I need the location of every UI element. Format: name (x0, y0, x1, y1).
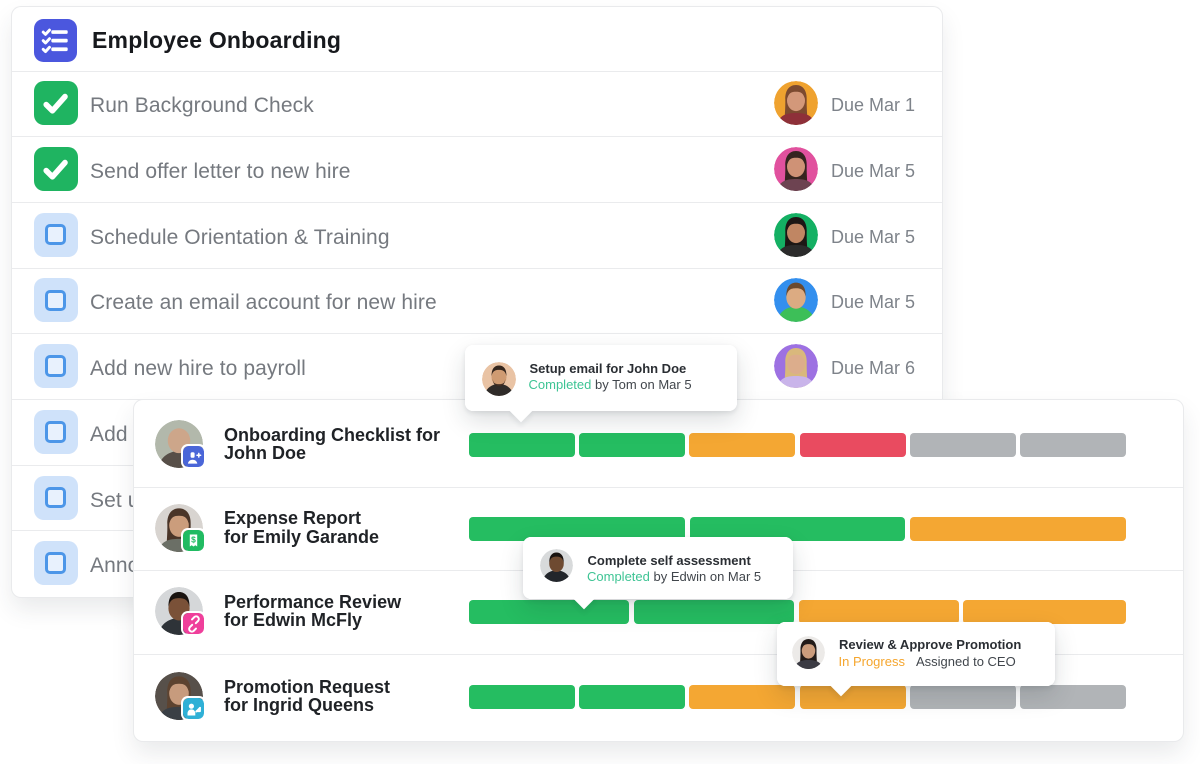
svg-text:$: $ (191, 534, 196, 544)
